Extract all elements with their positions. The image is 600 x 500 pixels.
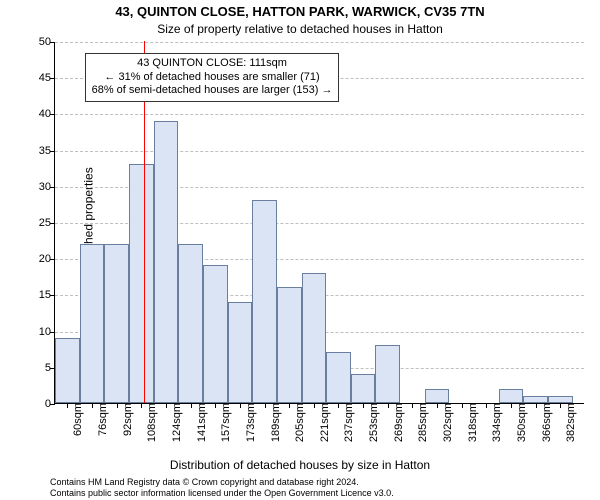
x-tick-mark: [191, 403, 192, 408]
gridline: [55, 42, 584, 43]
x-tick-mark: [536, 403, 537, 408]
histogram-bar: [203, 265, 228, 403]
histogram-bar: [351, 374, 376, 403]
plot-area: 0510152025303540455060sqm76sqm92sqm108sq…: [54, 42, 584, 404]
x-tick-mark: [166, 403, 167, 408]
y-tick-label: 30: [39, 181, 55, 193]
x-tick-label: 157sqm: [219, 403, 232, 442]
x-tick-mark: [92, 403, 93, 408]
x-tick-label: 302sqm: [441, 403, 454, 442]
y-tick-label: 10: [39, 326, 55, 338]
y-tick-label: 15: [39, 289, 55, 301]
histogram-bar: [499, 389, 524, 403]
x-tick-label: 366sqm: [540, 403, 553, 442]
histogram-bar: [252, 200, 277, 403]
x-tick-label: 76sqm: [96, 403, 109, 436]
x-tick-mark: [511, 403, 512, 408]
annotation-line: ← 31% of detached houses are smaller (71…: [92, 71, 333, 85]
chart-subtitle: Size of property relative to detached ho…: [0, 22, 600, 36]
annotation-line: 43 QUINTON CLOSE: 111sqm: [92, 57, 333, 71]
x-tick-label: 237sqm: [342, 403, 355, 442]
chart-container: 43, QUINTON CLOSE, HATTON PARK, WARWICK,…: [0, 0, 600, 500]
x-tick-mark: [265, 403, 266, 408]
y-tick-label: 40: [39, 108, 55, 120]
x-tick-mark: [363, 403, 364, 408]
x-tick-label: 334sqm: [490, 403, 503, 442]
x-tick-label: 382sqm: [564, 403, 577, 442]
histogram-bar: [548, 396, 573, 403]
histogram-bar: [154, 121, 179, 403]
x-tick-mark: [67, 403, 68, 408]
histogram-bar: [375, 345, 400, 403]
x-tick-mark: [240, 403, 241, 408]
x-tick-label: 92sqm: [121, 403, 134, 436]
x-tick-label: 124sqm: [170, 403, 183, 442]
x-tick-label: 189sqm: [269, 403, 282, 442]
histogram-bar: [523, 396, 548, 403]
x-tick-mark: [117, 403, 118, 408]
x-tick-mark: [141, 403, 142, 408]
y-tick-label: 20: [39, 253, 55, 265]
y-tick-label: 35: [39, 145, 55, 157]
x-tick-mark: [289, 403, 290, 408]
x-tick-label: 350sqm: [515, 403, 528, 442]
histogram-bar: [55, 338, 80, 403]
annotation-box: 43 QUINTON CLOSE: 111sqm← 31% of detache…: [85, 53, 340, 102]
y-tick-label: 45: [39, 72, 55, 84]
y-tick-label: 0: [45, 398, 55, 410]
histogram-bar: [277, 287, 302, 403]
chart-title: 43, QUINTON CLOSE, HATTON PARK, WARWICK,…: [0, 4, 600, 19]
histogram-bar: [302, 273, 327, 403]
histogram-bar: [326, 352, 351, 403]
x-tick-label: 205sqm: [293, 403, 306, 442]
x-tick-mark: [412, 403, 413, 408]
x-tick-label: 173sqm: [244, 403, 257, 442]
x-tick-label: 285sqm: [416, 403, 429, 442]
x-tick-label: 108sqm: [145, 403, 158, 442]
x-tick-label: 269sqm: [392, 403, 405, 442]
histogram-bar: [104, 244, 129, 403]
y-tick-label: 5: [45, 362, 55, 374]
x-tick-mark: [338, 403, 339, 408]
footnote-line-2: Contains public sector information licen…: [50, 488, 394, 498]
x-tick-mark: [437, 403, 438, 408]
x-tick-mark: [388, 403, 389, 408]
x-tick-label: 221sqm: [318, 403, 331, 442]
histogram-bar: [425, 389, 450, 403]
x-tick-label: 253sqm: [367, 403, 380, 442]
histogram-bar: [228, 302, 253, 403]
histogram-bar: [178, 244, 203, 403]
x-tick-mark: [462, 403, 463, 408]
x-axis-label: Distribution of detached houses by size …: [0, 458, 600, 472]
histogram-bar: [129, 164, 154, 403]
x-tick-mark: [314, 403, 315, 408]
y-tick-label: 25: [39, 217, 55, 229]
y-tick-label: 50: [39, 36, 55, 48]
x-tick-label: 141sqm: [195, 403, 208, 442]
footnote-line-1: Contains HM Land Registry data © Crown c…: [50, 477, 359, 487]
x-tick-mark: [560, 403, 561, 408]
chart-footnote: Contains HM Land Registry data © Crown c…: [50, 477, 592, 498]
histogram-bar: [80, 244, 105, 403]
annotation-line: 68% of semi-detached houses are larger (…: [92, 84, 333, 98]
x-tick-label: 60sqm: [71, 403, 84, 436]
x-tick-mark: [486, 403, 487, 408]
x-tick-mark: [215, 403, 216, 408]
gridline: [55, 114, 584, 115]
gridline: [55, 151, 584, 152]
x-tick-label: 318sqm: [466, 403, 479, 442]
